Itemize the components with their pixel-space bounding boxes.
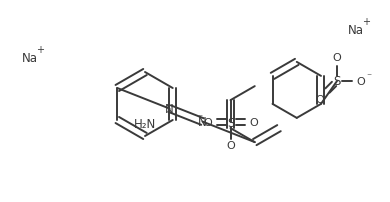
Text: O: O xyxy=(357,77,365,86)
Text: O: O xyxy=(226,140,235,150)
Text: Na: Na xyxy=(22,51,38,64)
Text: N: N xyxy=(198,116,207,128)
Text: ⁻: ⁻ xyxy=(197,113,202,123)
Text: N: N xyxy=(165,103,174,116)
Text: +: + xyxy=(36,45,44,55)
Text: S: S xyxy=(227,116,234,129)
Text: H₂N: H₂N xyxy=(134,118,156,131)
Text: +: + xyxy=(362,17,370,27)
Text: O: O xyxy=(203,118,212,127)
Text: S: S xyxy=(333,75,341,88)
Text: O: O xyxy=(315,94,324,104)
Text: O: O xyxy=(333,53,341,63)
Text: Na: Na xyxy=(348,23,364,36)
Text: ⁻: ⁻ xyxy=(367,72,372,82)
Text: O: O xyxy=(249,118,258,127)
